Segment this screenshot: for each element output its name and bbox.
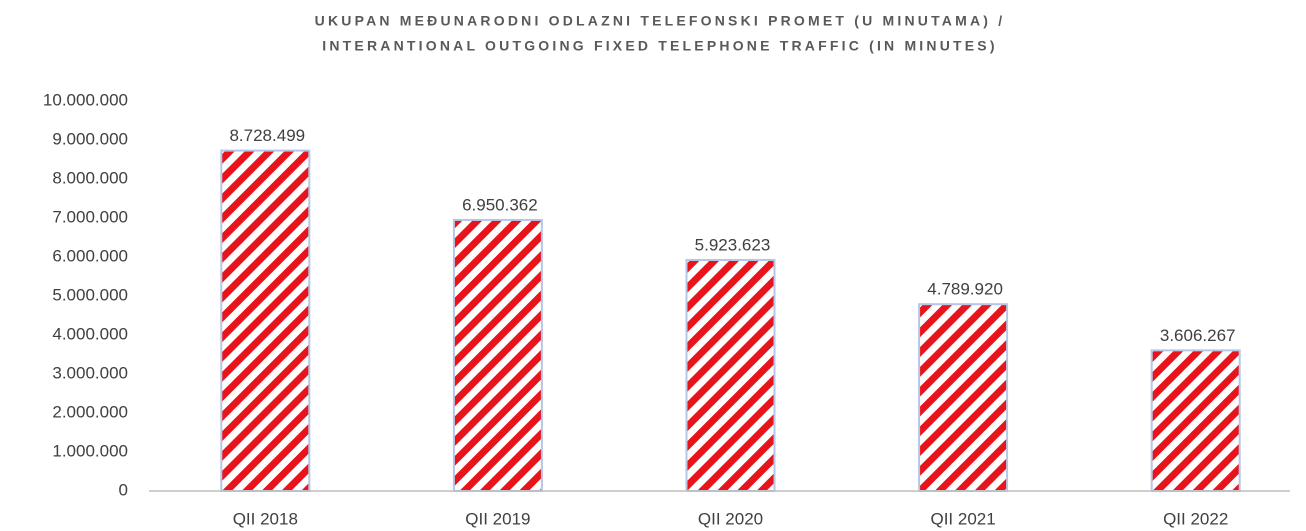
chart-title: INTERANTIONAL OUTGOING FIXED TELEPHONE T… — [322, 38, 997, 54]
x-tick-label: QII 2021 — [930, 509, 995, 528]
x-tick-label: QII 2019 — [465, 509, 530, 528]
y-tick-label: 4.000.000 — [52, 324, 128, 343]
y-tick-label: 2.000.000 — [52, 402, 128, 421]
y-tick-label: 3.000.000 — [52, 363, 128, 382]
y-tick-label: 5.000.000 — [52, 285, 128, 304]
value-label: 3.606.267 — [1160, 326, 1236, 345]
y-tick-label: 6.000.000 — [52, 246, 128, 265]
x-tick-label: QII 2020 — [698, 509, 763, 528]
value-label: 8.728.499 — [229, 126, 305, 145]
y-tick-label: 8.000.000 — [52, 168, 128, 187]
chart-title: UKUPAN MEĐUNARODNI ODLAZNI TELEFONSKI PR… — [315, 13, 1006, 29]
y-tick-label: 10.000.000 — [43, 90, 128, 109]
bar — [685, 258, 776, 492]
x-tick-label: QII 2018 — [233, 509, 298, 528]
value-label: 6.950.362 — [462, 195, 538, 214]
bar — [452, 218, 543, 492]
y-tick-label: 1.000.000 — [52, 441, 128, 460]
bar — [1150, 349, 1241, 492]
value-label: 4.789.920 — [927, 280, 1003, 299]
bar — [918, 303, 1009, 492]
y-tick-label: 9.000.000 — [52, 129, 128, 148]
value-label: 5.923.623 — [695, 235, 771, 254]
y-tick-label: 0 — [119, 480, 128, 499]
y-tick-label: 7.000.000 — [52, 207, 128, 226]
bar — [220, 149, 311, 492]
x-tick-label: QII 2022 — [1163, 509, 1228, 528]
